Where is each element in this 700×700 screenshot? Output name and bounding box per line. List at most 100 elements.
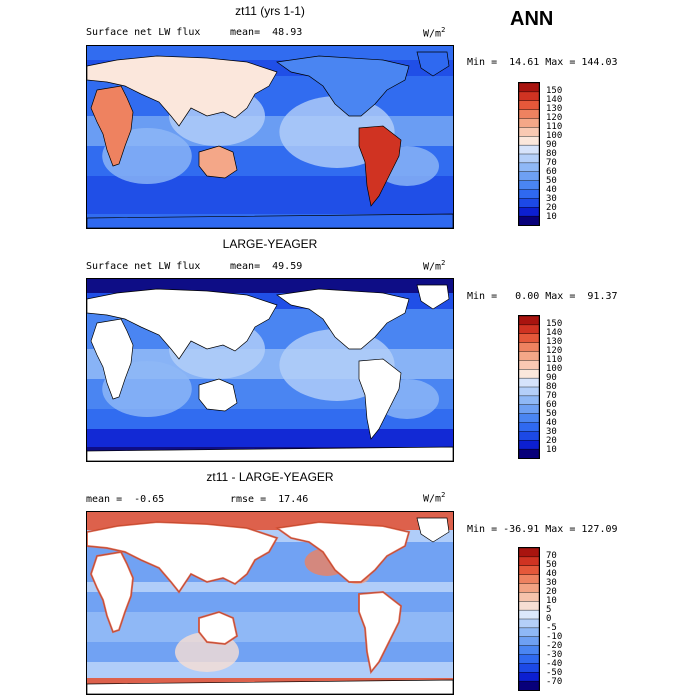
colorbar-swatch — [518, 583, 540, 593]
colorbar-swatch — [518, 547, 540, 558]
colorbar-tick-label: 0 — [546, 614, 552, 624]
coastal-anomaly — [87, 520, 279, 594]
panel2-title: LARGE-YEAGER — [222, 237, 318, 251]
colorbar-tick-label: 120 — [546, 346, 563, 356]
coastal-anomaly — [274, 520, 411, 583]
panel3-title: zt11 - LARGE-YEAGER — [206, 470, 334, 484]
panel2-minmax: Min = 0.00 Max = 91.37 — [467, 291, 618, 302]
colorbar-tick-label: 20 — [546, 203, 557, 213]
continent-outline — [416, 517, 450, 543]
colorbar-tick-label: 70 — [546, 158, 557, 168]
continent-outline — [416, 284, 450, 310]
colorbar-tick-label: 40 — [546, 418, 557, 428]
colorbar-tick-label: 60 — [546, 400, 557, 410]
colorbar-tick-label: -50 — [546, 668, 563, 678]
colorbar-swatch — [518, 153, 540, 164]
colorbar-tick-label: 70 — [546, 391, 557, 401]
colorbar-swatch — [518, 680, 540, 691]
contour-band — [87, 429, 453, 447]
colorbar-tick-label: 130 — [546, 104, 563, 114]
season-label: ANN — [510, 8, 554, 30]
continent-outline — [276, 288, 410, 350]
colorbar-tick-label: 5 — [546, 605, 552, 615]
colorbar-swatch — [518, 609, 540, 620]
colorbar-tick-label: 20 — [546, 587, 557, 597]
colorbar-swatch — [518, 351, 540, 361]
colorbar-tick-label: 140 — [546, 328, 563, 338]
colorbar-swatch — [518, 215, 540, 226]
colorbar-swatch — [518, 162, 540, 173]
contour-band — [87, 642, 453, 662]
coastal-anomaly — [358, 590, 403, 675]
panel1-title: zt11 (yrs 1-1) — [235, 4, 305, 18]
colorbar-swatch — [518, 171, 540, 182]
colorbar-tick-label: 130 — [546, 337, 563, 347]
colorbar-swatch — [518, 448, 540, 459]
panel1-minmax: Min = 14.61 Max = 144.03 — [467, 57, 618, 68]
contour-band — [87, 46, 453, 60]
colorbar-swatch — [518, 556, 540, 567]
colorbar-swatch — [518, 342, 540, 353]
colorbar-swatch — [518, 377, 540, 388]
colorbar-tick-label: -30 — [546, 650, 563, 660]
colorbar-tick-label: 80 — [546, 382, 557, 392]
colorbar-swatch — [518, 565, 540, 576]
panel2-mean-label: mean= 49.59 — [230, 261, 303, 272]
coastal-anomaly — [89, 550, 135, 634]
colorbar-tick-label: 40 — [546, 185, 557, 195]
colorbar-tick-label: 10 — [546, 596, 557, 606]
colorbar-swatch — [518, 369, 540, 379]
colorbar-swatch — [518, 654, 540, 664]
colorbar-tick-label: 60 — [546, 167, 557, 177]
continent-outline — [358, 358, 402, 440]
panel2-colorbar — [518, 315, 540, 459]
colorbar-swatch — [518, 672, 540, 682]
colorbar-tick-label: -20 — [546, 641, 563, 651]
colorbar-tick-label: 30 — [546, 427, 557, 437]
panel3-colorbar — [518, 547, 540, 691]
contour-band — [87, 662, 453, 678]
contour-band — [87, 582, 453, 592]
panel3-minmax: Min = -36.91 Max = 127.09 — [467, 524, 618, 535]
colorbar-swatch — [518, 386, 540, 397]
colorbar-swatch — [518, 404, 540, 415]
continent-outline — [358, 125, 402, 207]
continent-outline — [87, 446, 453, 461]
continent-outline — [87, 288, 278, 360]
panel3-map — [86, 511, 454, 695]
colorbar-swatch — [518, 127, 540, 137]
colorbar-tick-label: -5 — [546, 623, 557, 633]
colorbar-tick-label: 150 — [546, 86, 563, 96]
colorbar-swatch — [518, 82, 540, 93]
colorbar-tick-label: 100 — [546, 364, 563, 374]
contour-band — [87, 176, 453, 196]
panel2-colorbar-labels: 150 140 130 120 110 100 90 80 70 60 50 40 30 20 10 — [546, 315, 586, 459]
panel2-variable-label: Surface net LW flux — [86, 261, 201, 272]
panel3-rmse-label: rmse = 17.46 — [230, 494, 309, 505]
colorbar-tick-label: 50 — [546, 560, 557, 570]
colorbar-tick-label: 10 — [546, 445, 557, 455]
colorbar-swatch — [518, 413, 540, 424]
colorbar-svg — [518, 315, 540, 459]
colorbar-tick-label: 110 — [546, 122, 563, 132]
colorbar-tick-label: 50 — [546, 176, 557, 186]
panel1-mean-label: mean= 48.93 — [230, 27, 303, 38]
colorbar-tick-label: 80 — [546, 149, 557, 159]
colorbar-swatch — [518, 395, 540, 406]
colorbar-swatch — [518, 198, 540, 208]
panel1-map — [86, 45, 454, 229]
colorbar-tick-label: 110 — [546, 355, 563, 365]
colorbar-swatch — [518, 144, 540, 155]
panel1-colorbar — [518, 82, 540, 226]
colorbar-tick-label: 40 — [546, 569, 557, 579]
colorbar-tick-label: 20 — [546, 436, 557, 446]
colorbar-swatch — [518, 618, 540, 629]
colorbar-swatch — [518, 627, 540, 638]
contour-band — [87, 409, 453, 429]
continent-outline — [87, 679, 453, 694]
map-svg — [87, 46, 453, 228]
colorbar-tick-label: 30 — [546, 578, 557, 588]
continent-outline — [87, 213, 453, 228]
colorbar-tick-label: 10 — [546, 212, 557, 222]
colorbar-swatch — [518, 333, 540, 344]
